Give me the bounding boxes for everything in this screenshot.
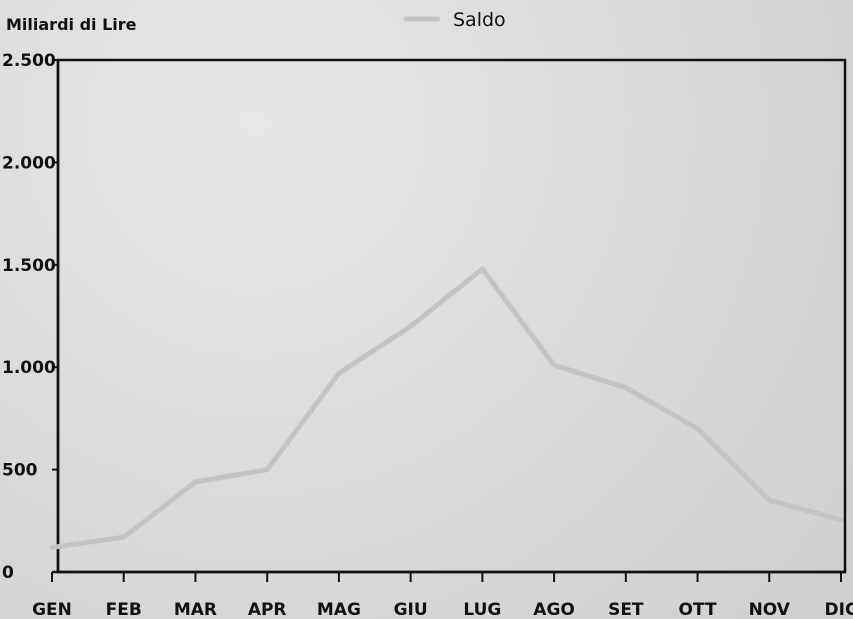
x-tick-label: AGO: [533, 600, 575, 619]
y-tick-label: 2.000: [2, 153, 56, 173]
legend: Saldo: [403, 9, 506, 31]
x-tick-label: NOV: [749, 600, 791, 619]
y-tick-label: 1.500: [2, 256, 56, 276]
series-line-0: [49, 266, 844, 550]
x-tick-label: OTT: [679, 600, 717, 619]
x-tick-label: FEB: [106, 600, 142, 619]
x-tick-label: DIC: [825, 600, 853, 619]
y-axis-label: Miliardi di Lire: [6, 15, 137, 34]
legend-label: Saldo: [453, 9, 506, 31]
x-tick-label: LUG: [463, 600, 501, 619]
x-tick-label: APR: [248, 600, 287, 619]
y-tick-label: 500: [2, 461, 38, 481]
x-tick-label: MAR: [174, 600, 217, 619]
x-tick-label: MAG: [317, 600, 361, 619]
axes-layer: [51, 58, 847, 582]
x-tick-label: SET: [608, 600, 644, 619]
y-tick-label: 2.500: [2, 51, 56, 71]
y-tick-label: 1.000: [2, 358, 56, 378]
x-tick-label: GEN: [32, 600, 72, 619]
x-tick-label: GIU: [394, 600, 428, 619]
series-layer: [49, 266, 844, 550]
y-tick-label: 0: [2, 563, 14, 583]
labels-layer: 0 500 1.000 1.500 2.000 2.500 GEN FEB MAR APR MAG G…: [2, 15, 853, 619]
